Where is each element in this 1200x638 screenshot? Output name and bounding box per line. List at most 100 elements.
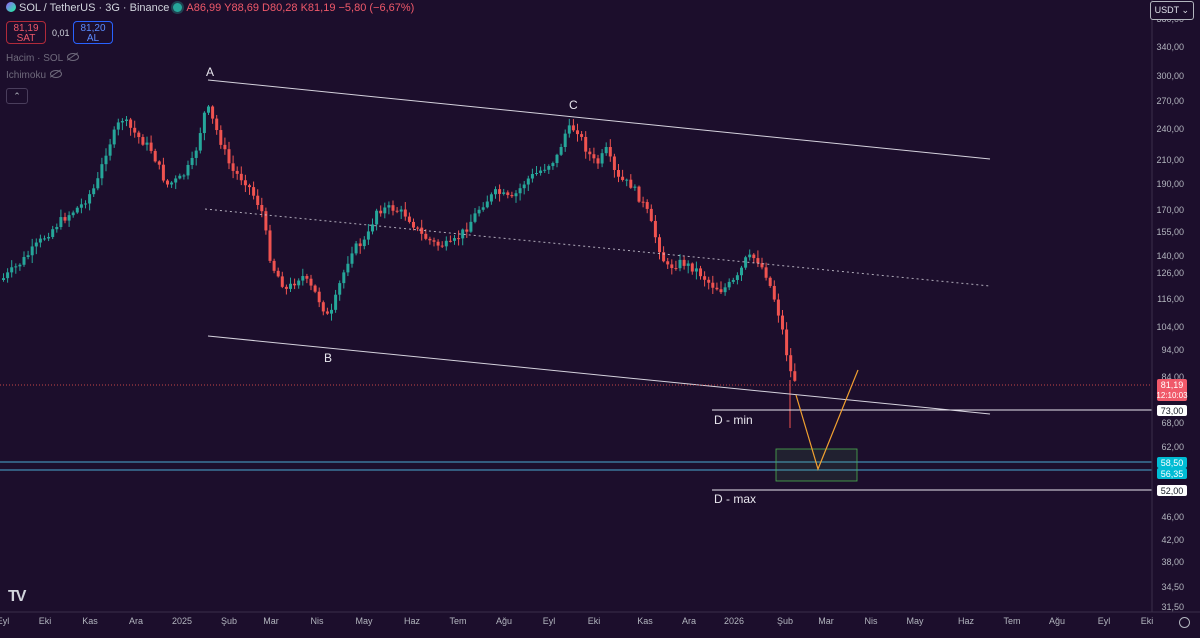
candle <box>252 181 256 200</box>
candle <box>592 147 596 164</box>
candle <box>502 188 506 196</box>
candle <box>104 148 108 172</box>
candle <box>694 261 698 280</box>
x-tick-label: Eyl <box>543 616 556 626</box>
candle <box>387 201 391 215</box>
candle <box>47 232 51 242</box>
candle <box>576 123 579 142</box>
candle <box>231 155 235 179</box>
candle <box>55 223 59 233</box>
candle <box>334 289 338 313</box>
currency-selector[interactable]: USDT ⌄ <box>1149 1 1194 20</box>
price-label-tag[interactable] <box>1157 457 1187 468</box>
candle <box>686 260 690 274</box>
y-tick-label: 210,00 <box>1156 155 1184 165</box>
sell-button[interactable]: 81,19 SAT <box>6 21 46 44</box>
y-tick-label: 170,00 <box>1156 205 1184 215</box>
channel-lower-line[interactable] <box>207 335 991 415</box>
candle <box>272 258 276 274</box>
price-label-tag[interactable] <box>1157 468 1187 479</box>
y-tick-label: 31,50 <box>1161 602 1184 612</box>
channel-mid-line[interactable] <box>204 208 991 287</box>
candle <box>371 218 374 235</box>
candle <box>789 348 793 378</box>
tradingview-logo[interactable]: TV <box>8 588 27 605</box>
candle <box>678 254 682 272</box>
candle <box>14 263 18 274</box>
price-label-tag[interactable] <box>1157 485 1187 496</box>
candle <box>79 198 83 214</box>
ohlc-values: A86,99 Y88,69 D80,28 K81,19 −5,80 (−6,67… <box>186 2 415 14</box>
candle <box>63 212 67 224</box>
candle <box>108 138 112 161</box>
candle <box>653 215 657 244</box>
candle <box>604 142 608 156</box>
candle <box>174 175 178 190</box>
candle <box>239 166 243 186</box>
candle <box>137 130 141 144</box>
candle <box>518 183 522 201</box>
symbol-title[interactable]: SOL / TetherUS · 3G · Binance <box>19 2 170 14</box>
price-label-tag[interactable] <box>1157 379 1187 401</box>
candle <box>330 303 333 321</box>
channel-upper-line[interactable] <box>207 79 991 160</box>
y-tick-label: 140,00 <box>1156 251 1184 261</box>
candle <box>321 300 325 316</box>
candle <box>100 157 104 186</box>
candle <box>153 148 157 163</box>
price-label-text: 81,19 <box>1161 380 1184 390</box>
candle <box>457 230 461 246</box>
collapse-indicators-button[interactable]: ⌃ <box>6 88 28 104</box>
candle <box>268 224 272 263</box>
projection-path[interactable] <box>795 369 859 471</box>
candle <box>182 173 186 180</box>
candle <box>740 265 743 282</box>
y-tick-label: 126,00 <box>1156 268 1184 278</box>
spread-value: 0,01 <box>52 28 70 38</box>
settings-icon[interactable] <box>1179 617 1190 628</box>
candle <box>223 137 227 155</box>
candle <box>313 284 317 294</box>
candle <box>416 226 420 232</box>
annotation-a: A <box>206 65 214 79</box>
candle <box>338 280 342 301</box>
candle <box>489 192 493 205</box>
candle <box>88 190 92 211</box>
indicator-ichimoku[interactable]: Ichimoku <box>6 70 63 81</box>
candle <box>481 202 485 212</box>
candle <box>567 118 571 138</box>
eye-hidden-icon[interactable] <box>67 53 80 61</box>
candle <box>772 280 776 302</box>
candle <box>420 219 424 241</box>
candle <box>297 278 301 289</box>
candle <box>506 190 510 199</box>
candle <box>744 255 748 270</box>
candle <box>379 205 383 217</box>
x-tick-label: Ağu <box>1049 616 1065 626</box>
candle <box>276 267 280 278</box>
candle <box>202 111 206 141</box>
candle <box>485 195 489 209</box>
candle <box>699 265 702 280</box>
candle <box>494 186 497 199</box>
candle <box>293 278 297 290</box>
candle <box>535 165 538 176</box>
candle <box>260 197 264 218</box>
candle <box>227 141 231 170</box>
candle <box>198 127 202 154</box>
candle <box>403 202 407 221</box>
buy-button[interactable]: 81,20 AL <box>73 21 113 44</box>
candle <box>555 153 559 168</box>
candle <box>645 199 649 214</box>
indicator-volume[interactable]: Hacim · SOL <box>6 53 80 64</box>
price-label-tag[interactable] <box>1157 405 1187 416</box>
eye-hidden-icon[interactable] <box>50 70 63 78</box>
candle <box>366 223 370 245</box>
x-tick-label: Kas <box>637 616 653 626</box>
candle <box>526 175 530 191</box>
candle <box>207 105 210 116</box>
y-tick-label: 300,00 <box>1156 71 1184 81</box>
candle <box>748 249 752 261</box>
